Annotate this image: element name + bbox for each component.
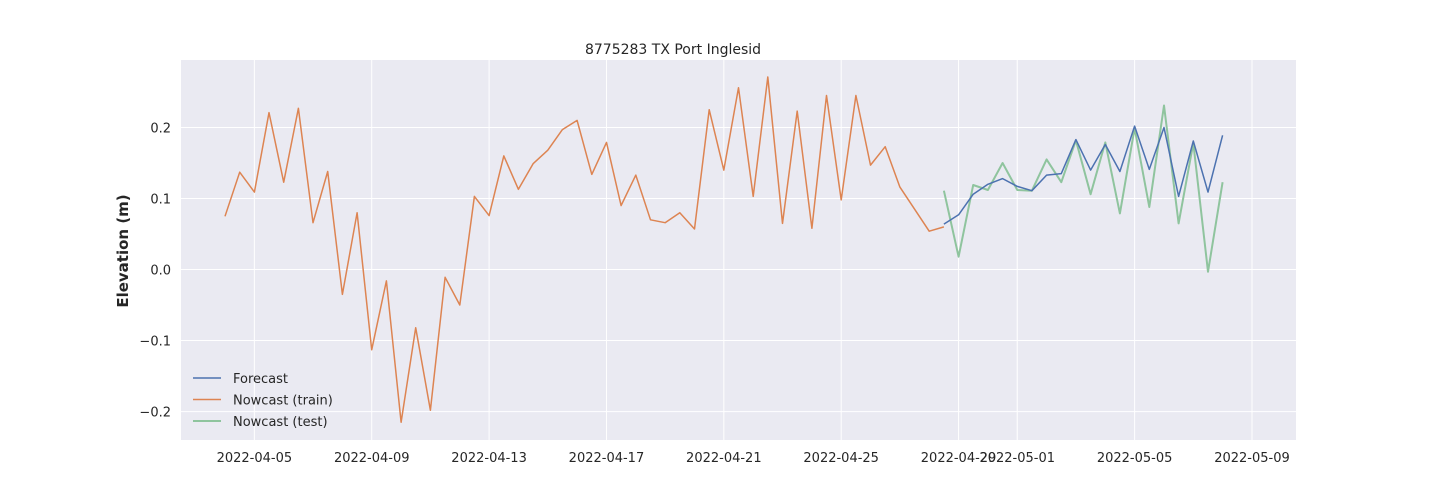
legend-label: Nowcast (train): [233, 394, 333, 409]
x-tick-label: 2022-04-13: [451, 451, 527, 466]
grid: [181, 60, 1296, 440]
x-tick-label: 2022-04-09: [334, 451, 410, 466]
x-tick-label: 2022-04-21: [686, 451, 762, 466]
series-line-test: [942, 104, 1224, 273]
series-line-train: [224, 76, 945, 423]
x-tick-label: 2022-04-05: [217, 451, 293, 466]
x-tick-label: 2022-05-01: [979, 451, 1055, 466]
series-lines: [224, 76, 1224, 423]
chart-title: 8775283 TX Port Inglesid: [585, 42, 761, 58]
x-tick-label: 2022-04-17: [569, 451, 645, 466]
x-tick-labels: 2022-04-05 2022-04-09 2022-04-13 2022-04-17…: [217, 451, 1290, 466]
y-tick-label: −0.1: [139, 335, 171, 350]
x-tick-label: 2022-05-05: [1097, 451, 1173, 466]
y-tick-label: −0.2: [139, 406, 171, 421]
x-tick-label: 2022-04-29: [921, 451, 997, 466]
x-tick-label: 2022-04-25: [803, 451, 879, 466]
y-tick-label: 0.1: [150, 193, 171, 208]
plot-background: [181, 60, 1296, 440]
series-line-forecast: [943, 125, 1224, 225]
x-tick-label: 2022-05-09: [1214, 451, 1290, 466]
y-tick-labels: −0.2 −0.1 0.0 0.1 0.2: [139, 121, 171, 420]
y-axis-label: Elevation (m): [114, 194, 132, 307]
legend-label: Forecast: [233, 372, 288, 387]
legend-label: Nowcast (test): [233, 415, 328, 430]
y-tick-label: 0.0: [150, 264, 171, 279]
y-tick-label: 0.2: [150, 121, 171, 136]
legend: Forecast Nowcast (train) Nowcast (test): [193, 372, 333, 430]
